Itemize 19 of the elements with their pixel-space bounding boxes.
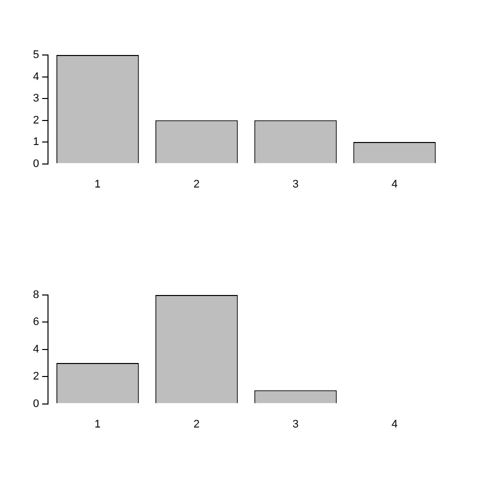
x-tick-label: 2	[194, 178, 200, 190]
y-tick-label: 1	[32, 136, 40, 148]
y-tick-label: 8	[32, 289, 40, 302]
y-tick-label: 4	[32, 343, 40, 356]
y-tick-label: 0	[32, 398, 40, 410]
x-tick-label: 4	[391, 178, 398, 190]
x-tick-label: 1	[94, 418, 101, 430]
y-tick-label: 2	[32, 370, 40, 383]
y-tick-label: 2	[32, 114, 40, 126]
x-tick-label: 1	[94, 178, 101, 190]
y-tick-label: 4	[32, 70, 40, 83]
y-tick-label: 5	[32, 49, 40, 62]
y-tick-label: 3	[32, 92, 40, 105]
y-tick-label: 6	[32, 316, 40, 328]
x-tick-label: 2	[194, 418, 200, 430]
x-tick-label: 4	[391, 418, 398, 430]
x-tick-label: 3	[292, 178, 299, 190]
x-tick-label: 3	[292, 418, 299, 430]
y-tick-label: 0	[32, 158, 40, 170]
